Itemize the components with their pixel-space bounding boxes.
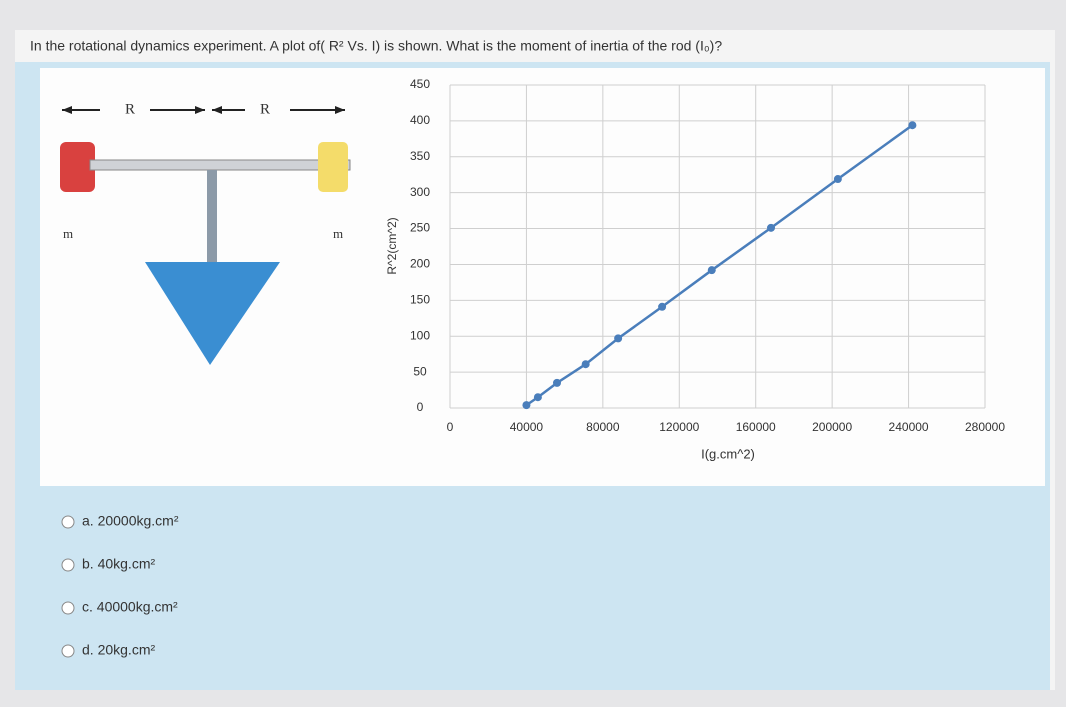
y-tick-label: 450 xyxy=(410,77,430,91)
y-axis-label: R^2(cm^2) xyxy=(385,217,399,274)
options: a. 20000kg.cm² b. 40kg.cm² c. 40000kg.cm² d… xyxy=(61,513,179,658)
data-point xyxy=(707,266,716,275)
y-tick-label: 0 xyxy=(417,400,424,414)
y-tick-label: 250 xyxy=(410,221,430,235)
plot: 0 50 100 150 200 250 300 350 400 450 0 40000 80000 12… xyxy=(410,77,1005,434)
x-tick-label: 240000 xyxy=(889,420,929,434)
x-tick-label: 40000 xyxy=(510,420,544,434)
y-tick-label: 50 xyxy=(413,364,427,378)
apparatus xyxy=(60,106,351,365)
y-tick-label: 150 xyxy=(410,293,430,307)
y-tick-label: 200 xyxy=(410,257,430,271)
data-point xyxy=(581,360,590,369)
option-label[interactable]: c. 40000kg.cm² xyxy=(82,599,178,615)
question-text: In the rotational dynamics experiment. A… xyxy=(30,38,722,54)
y-tick-label: 300 xyxy=(410,185,430,199)
x-axis-label: I(g.cm^2) xyxy=(701,446,755,461)
radio-button[interactable] xyxy=(61,515,75,529)
x-tick-label: 120000 xyxy=(659,420,699,434)
x-tick-label: 0 xyxy=(447,420,454,434)
y-tick-label: 350 xyxy=(410,149,430,163)
data-point xyxy=(767,223,775,232)
radio-button[interactable] xyxy=(61,601,75,615)
data-point xyxy=(522,401,531,410)
x-tick-label: 280000 xyxy=(965,420,1005,434)
data-line xyxy=(525,124,914,407)
data-point xyxy=(614,334,623,343)
radio-button[interactable] xyxy=(61,558,75,572)
option-label[interactable]: a. 20000kg.cm² xyxy=(82,513,179,529)
y-tick-label: 100 xyxy=(410,328,430,342)
data-point xyxy=(658,302,667,311)
data-point xyxy=(908,121,917,130)
diagram-label: R xyxy=(260,101,270,117)
option-label[interactable]: b. 40kg.cm² xyxy=(82,556,155,572)
radio-button[interactable] xyxy=(61,644,75,658)
diagram-label: m xyxy=(63,226,73,241)
data-point xyxy=(553,378,561,387)
y-tick-label: 400 xyxy=(410,113,430,127)
x-tick-label: 80000 xyxy=(586,420,620,434)
x-tick-label: 200000 xyxy=(812,420,852,434)
data-point xyxy=(833,175,842,184)
diagram-label: m xyxy=(333,226,343,241)
x-tick-label: 160000 xyxy=(736,420,776,434)
data-point xyxy=(533,393,542,402)
option-label[interactable]: d. 20kg.cm² xyxy=(82,642,155,658)
diagram-label: R xyxy=(125,101,135,117)
